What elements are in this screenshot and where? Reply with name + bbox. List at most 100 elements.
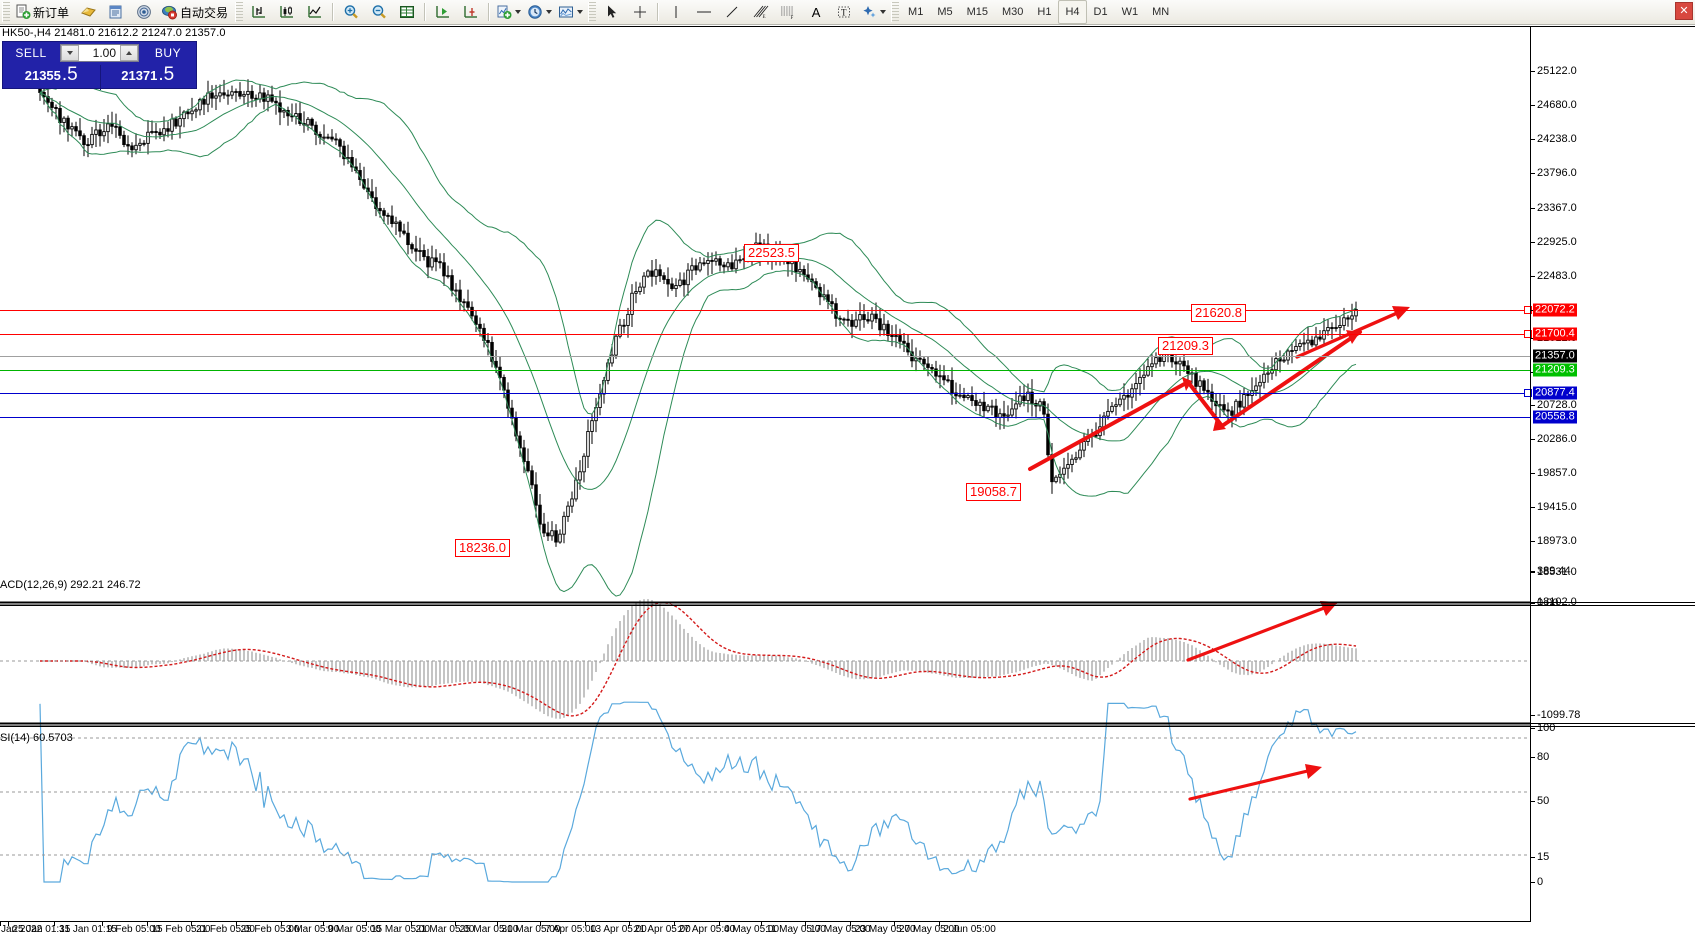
time-label-10: 21 Mar 05:00 <box>415 924 475 935</box>
timeframe-d1[interactable]: D1 <box>1093 6 1108 18</box>
label-18236[interactable]: 18236.0 <box>455 539 510 557</box>
time-label-1: 25 Jan 01:15 <box>12 924 71 935</box>
label-19058[interactable]: 19058.7 <box>966 483 1021 501</box>
signals-button[interactable] <box>130 0 158 24</box>
autotrading-button[interactable]: 自动交易 <box>158 0 233 24</box>
time-label-9: 15 Mar 05:00 <box>371 924 430 935</box>
level-tag-21700[interactable]: 21700.4 <box>1533 327 1577 341</box>
level-line-21700[interactable] <box>0 334 1530 335</box>
level-line-20877[interactable] <box>0 393 1530 394</box>
fibonacci-button[interactable]: F <box>774 0 802 24</box>
toolbar-grip-2[interactable] <box>235 2 244 22</box>
auto-scroll-button[interactable] <box>429 0 457 24</box>
level-line-21700-handle[interactable] <box>1524 330 1532 338</box>
level-line-20558[interactable] <box>0 417 1530 418</box>
level-line-22072[interactable] <box>0 310 1530 311</box>
equidistant-channel-button[interactable]: E <box>746 0 774 24</box>
timeframe-w1[interactable]: W1 <box>1121 6 1139 18</box>
templates-button[interactable] <box>555 0 586 24</box>
time-label-4: 15 Feb 05:00 <box>151 924 211 935</box>
sell-price[interactable]: 21355 .5 <box>3 64 100 89</box>
candlestick-chart-button[interactable] <box>273 0 301 24</box>
time-label-21: 27 May 05:00 <box>899 924 960 935</box>
timeframe-m30[interactable]: M30 <box>1002 6 1024 18</box>
text-button[interactable]: A <box>802 0 830 24</box>
trendline-button[interactable] <box>718 0 746 24</box>
rsi-tick-1: 80 <box>1531 751 1549 763</box>
zoom-out-button[interactable] <box>365 0 393 24</box>
chart-shift-button[interactable] <box>457 0 485 24</box>
timeframe-m1[interactable]: M1 <box>908 6 924 18</box>
timeframe-h4[interactable]: H4 <box>1058 0 1087 24</box>
chart-container[interactable]: HK50-,H4 21481.0 21612.2 21247.0 21357.0… <box>0 26 1695 939</box>
fibonacci-icon: F <box>779 4 797 20</box>
time-axis[interactable]: Jan 2022 25 Jan 01:15 31 Jan 01:15 9 Feb 05… <box>0 921 1530 939</box>
volume-stepper[interactable]: 1.00 <box>60 44 139 62</box>
time-label-18: 11 May 05:00 <box>766 924 826 935</box>
price-axis[interactable]: 25122.0 24680.0 24238.0 23796.0 23367.0 22925… <box>1530 27 1695 922</box>
toolbar-grip-4[interactable] <box>891 2 900 22</box>
autotrade-icon <box>161 4 178 20</box>
data-window-button[interactable] <box>102 0 130 24</box>
template-icon <box>558 4 574 20</box>
price-tick-1: 24680.0 <box>1531 99 1577 111</box>
zoom-out-icon <box>371 4 387 20</box>
time-label-17: 4 May 05:00 <box>724 924 780 935</box>
time-label-6: 25 Feb 05:00 <box>240 924 300 935</box>
vertical-line-button[interactable] <box>662 0 690 24</box>
level-line-20877-handle[interactable] <box>1524 389 1532 397</box>
volume-decrement-button[interactable] <box>61 45 79 61</box>
horizontal-line-button[interactable] <box>690 0 718 24</box>
buy-price[interactable]: 21371 .5 <box>100 64 197 89</box>
price-tick-5: 22925.0 <box>1531 236 1577 248</box>
sell-button[interactable]: SELL <box>15 46 47 60</box>
level-tag-20558[interactable]: 20558.8 <box>1533 410 1577 424</box>
zoom-in-button[interactable] <box>337 0 365 24</box>
buy-price-frac: .5 <box>158 64 175 85</box>
chevron-down-icon-4[interactable] <box>880 10 887 14</box>
one-click-trading-panel[interactable]: SELL 1.00 BUY 21355 .5 21371 .5 <box>2 41 197 90</box>
price-tick-2: 24238.0 <box>1531 133 1577 145</box>
price-tick-12: 19857.0 <box>1531 467 1577 479</box>
text-label-button[interactable]: T <box>830 0 858 24</box>
data-table-button[interactable] <box>393 0 421 24</box>
line-chart-button[interactable] <box>301 0 329 24</box>
level-line-21209[interactable] <box>0 370 1530 371</box>
toolbar-separator-3 <box>488 3 491 21</box>
level-tag-21209[interactable]: 21209.3 <box>1533 363 1577 377</box>
chevron-down-icon-3[interactable] <box>577 10 584 14</box>
periods-button[interactable] <box>524 0 555 24</box>
bar-chart-button[interactable] <box>245 0 273 24</box>
autotrading-label: 自动交易 <box>180 5 229 20</box>
time-tick-0 <box>0 922 1 926</box>
timeframe-m15[interactable]: M15 <box>966 6 988 18</box>
expert-advisors-button[interactable] <box>74 0 102 24</box>
chevron-down-icon[interactable] <box>515 10 522 14</box>
rsi-tick-2: 50 <box>1531 795 1549 807</box>
label-22523[interactable]: 22523.5 <box>744 244 799 262</box>
new-order-button[interactable]: 新订单 <box>12 0 74 24</box>
svg-text:T: T <box>841 8 847 18</box>
shapes-button[interactable] <box>858 0 889 24</box>
level-line-21357[interactable] <box>0 356 1530 357</box>
order-panel-price-row: 21355 .5 21371 .5 <box>3 64 196 89</box>
timeframe-m5[interactable]: M5 <box>937 6 953 18</box>
level-tag-21357[interactable]: 21357.0 <box>1533 349 1577 363</box>
level-tag-22072[interactable]: 22072.2 <box>1533 303 1577 317</box>
label-21620[interactable]: 21620.8 <box>1191 304 1246 322</box>
buy-button[interactable]: BUY <box>154 46 182 60</box>
timeframe-mn[interactable]: MN <box>1152 6 1170 18</box>
level-tag-20877[interactable]: 20877.4 <box>1533 386 1577 400</box>
volume-increment-button[interactable] <box>120 45 138 61</box>
chevron-down-icon-2[interactable] <box>546 10 553 14</box>
indicators-button[interactable] <box>493 0 524 24</box>
chart-plot[interactable] <box>0 27 1530 921</box>
volume-input[interactable]: 1.00 <box>79 45 120 61</box>
label-21209[interactable]: 21209.3 <box>1158 337 1213 355</box>
cursor-button[interactable] <box>598 0 626 24</box>
crosshair-button[interactable] <box>626 0 654 24</box>
toolbar-grip[interactable] <box>2 2 10 22</box>
toolbar-grip-3[interactable] <box>588 2 597 22</box>
close-icon[interactable]: ✕ <box>1675 2 1693 20</box>
timeframe-h1[interactable]: H1 <box>1037 6 1052 18</box>
